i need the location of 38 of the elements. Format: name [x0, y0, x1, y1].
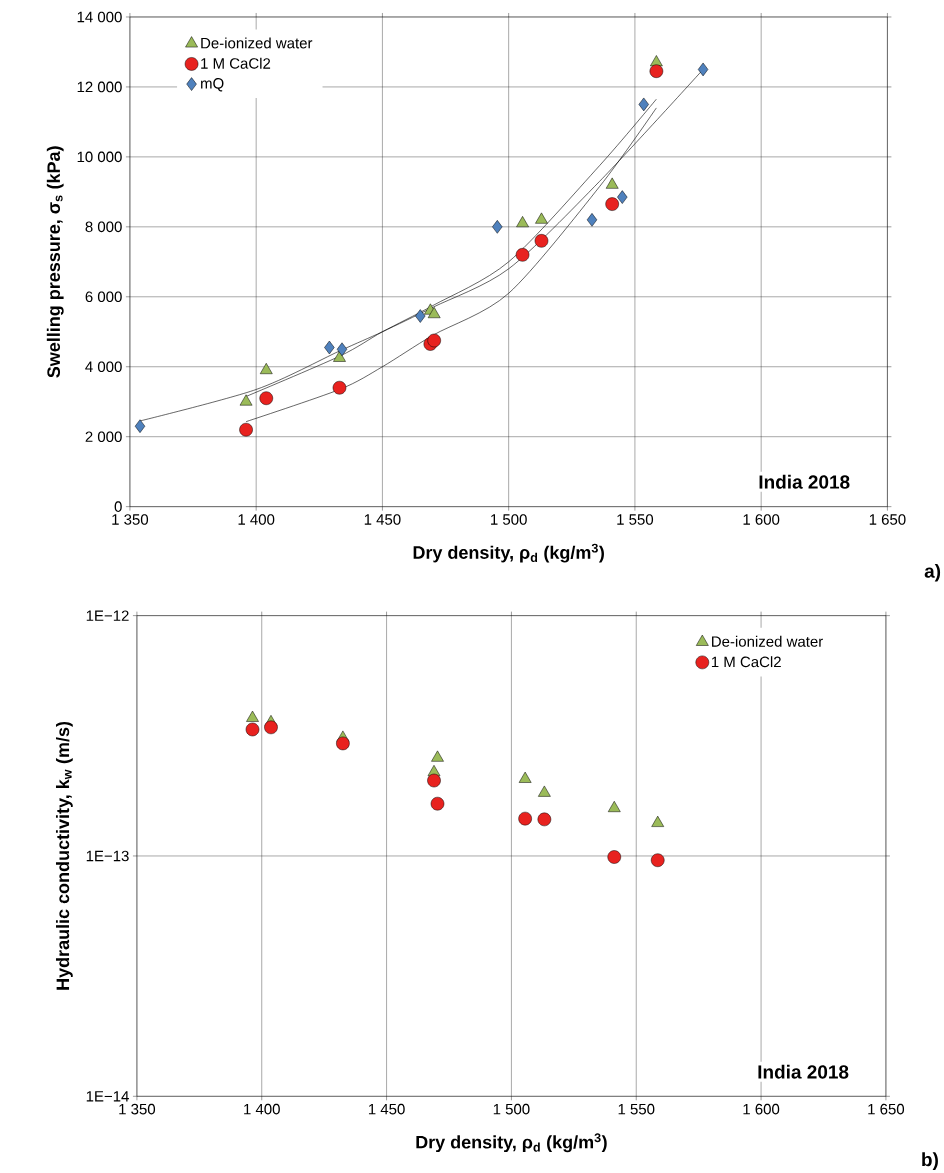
text: b)	[922, 1152, 938, 1171]
y-tick-label: 0	[114, 501, 122, 512]
x-tick-label: 1 450	[368, 1103, 405, 1115]
y-tick-label: 1E−14	[86, 1091, 129, 1102]
x-tick-label: 1 350	[112, 514, 149, 525]
x-tick-label: 1 500	[491, 514, 527, 525]
x-tick-label: 1 350	[119, 1103, 156, 1115]
x-tick-label: 1 550	[618, 1103, 655, 1115]
x-axis-title: Dry density, ρ$_{d}$ (kg/m$^{3}$)	[416, 1133, 607, 1153]
y-tick-label: 1E−13	[86, 850, 129, 862]
x-tick-label: 1 650	[868, 1103, 905, 1115]
x-tick-label: 1 400	[238, 514, 275, 525]
annotation: India 2018	[758, 1064, 849, 1079]
y-tick-label: 1E−12	[86, 610, 129, 621]
y-tick-label: 6 000	[85, 291, 122, 303]
y-tick-label: 10 000	[77, 151, 122, 163]
legend-label: 1 M CaCl2	[201, 57, 271, 69]
annotation: India 2018	[759, 474, 850, 489]
legend-label: mQ	[201, 78, 224, 92]
y-axis-title: Swelling pressure, σ$_{s}$ (kPa)	[46, 146, 64, 378]
x-tick-label: 1 500	[493, 1103, 530, 1115]
legend-label: De-ionized water	[201, 37, 313, 49]
legend-label: 1 M CaCl2	[711, 656, 781, 668]
y-tick-label: 14 000	[77, 11, 122, 23]
x-axis-title: Dry density, ρ$_{d}$ (kg/m$^{3}$)	[413, 543, 604, 563]
y-tick-label: 2 000	[85, 431, 122, 442]
legend-label: De-ionized water	[712, 635, 823, 647]
x-tick-label: 1 650	[869, 514, 906, 525]
y-tick-label: 4 000	[85, 361, 122, 373]
x-tick-label: 1 600	[743, 1103, 780, 1115]
x-tick-label: 1 400	[244, 1103, 280, 1115]
x-tick-label: 1 550	[617, 514, 654, 525]
x-tick-label: 1 600	[743, 514, 780, 525]
text: a)	[924, 563, 941, 582]
y-tick-label: 8 000	[85, 221, 122, 233]
y-axis-title: Hydraulic conductivity, k$_{w}$ (m/s)	[55, 721, 73, 990]
x-tick-label: 1 450	[364, 514, 401, 525]
y-tick-label: 12 000	[77, 81, 122, 93]
